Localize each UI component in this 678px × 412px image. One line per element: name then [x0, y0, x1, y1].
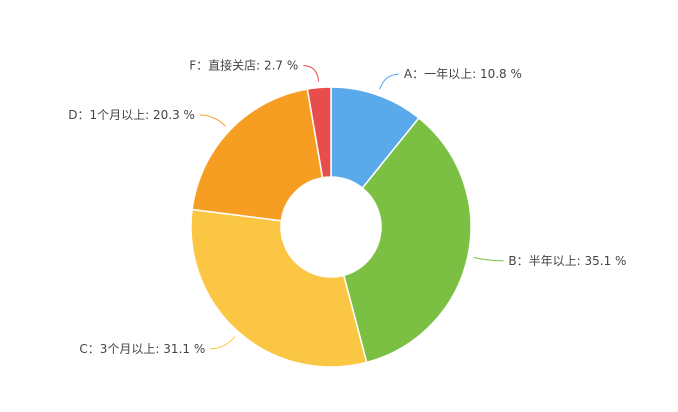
slice-label-f: F：直接关店: 2.7 %: [189, 58, 298, 73]
leader-line-b: [473, 257, 504, 262]
slices-group: [190, 86, 472, 368]
slice-label-d: D：1个月以上: 20.3 %: [68, 108, 195, 122]
slice-f[interactable]: [306, 86, 332, 179]
slice-label-b: B：半年以上: 35.1 %: [508, 254, 626, 268]
slice-c[interactable]: [190, 208, 368, 368]
slice-d[interactable]: [191, 88, 324, 222]
leader-line-c: [210, 336, 236, 350]
slice-b[interactable]: [342, 116, 472, 364]
leader-lines-group: [199, 65, 504, 350]
slice-label-c: C：3个月以上: 31.1 %: [79, 342, 205, 356]
leader-line-a: [379, 73, 399, 90]
leader-line-f: [303, 65, 320, 82]
slice-label-a: A：一年以上: 10.8 %: [404, 67, 522, 81]
leader-line-d: [199, 114, 226, 127]
labels-group: A：一年以上: 10.8 % B：半年以上: 35.1 % C：3个月以上: 31.…: [68, 58, 626, 356]
